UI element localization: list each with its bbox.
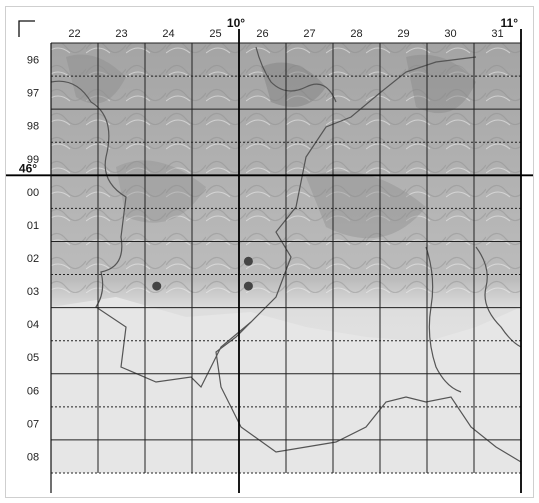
coordinate-labels: 10° 11° 46° xyxy=(19,16,518,175)
border-lines xyxy=(50,46,522,463)
row-label: 07 xyxy=(27,418,39,430)
occurrence-marker xyxy=(243,256,253,266)
distribution-map: 22 23 24 25 26 27 28 29 30 31 96 97 98 99 00 01 02 03 04 0… xyxy=(6,7,533,493)
column-label: 22 xyxy=(68,28,80,40)
row-label: 03 xyxy=(27,286,39,298)
column-label: 25 xyxy=(209,28,221,40)
occurrence-marker xyxy=(152,281,162,291)
row-label: 08 xyxy=(27,451,39,463)
map-frame: 22 23 24 25 26 27 28 29 30 31 96 97 98 99 00 01 02 03 04 0… xyxy=(5,6,534,498)
longitude-label: 10° xyxy=(227,16,245,30)
column-label: 28 xyxy=(350,28,362,40)
column-label: 30 xyxy=(444,28,456,40)
corner-mark xyxy=(18,20,35,37)
row-label: 05 xyxy=(27,352,39,364)
longitude-label: 11° xyxy=(501,16,519,30)
column-label: 26 xyxy=(256,28,268,40)
occurrence-markers xyxy=(152,256,253,291)
column-label: 24 xyxy=(162,28,174,40)
latitude-label: 46° xyxy=(19,161,37,175)
row-label: 01 xyxy=(27,220,39,232)
row-label: 96 xyxy=(27,55,39,67)
row-label: 97 xyxy=(27,88,39,100)
column-label: 31 xyxy=(491,28,503,40)
column-labels: 22 23 24 25 26 27 28 29 30 31 xyxy=(68,28,503,40)
occurrence-marker xyxy=(243,281,253,291)
column-label: 23 xyxy=(115,28,127,40)
row-label: 98 xyxy=(27,121,39,133)
row-label: 04 xyxy=(27,319,39,331)
row-label: 02 xyxy=(27,253,39,265)
row-label: 00 xyxy=(27,187,39,199)
column-label: 27 xyxy=(303,28,315,40)
row-label: 06 xyxy=(27,385,39,397)
utm-grid xyxy=(6,29,533,493)
row-labels: 96 97 98 99 00 01 02 03 04 05 06 07 08 xyxy=(27,55,39,464)
column-label: 29 xyxy=(397,28,409,40)
row-label: 99 xyxy=(27,154,39,166)
